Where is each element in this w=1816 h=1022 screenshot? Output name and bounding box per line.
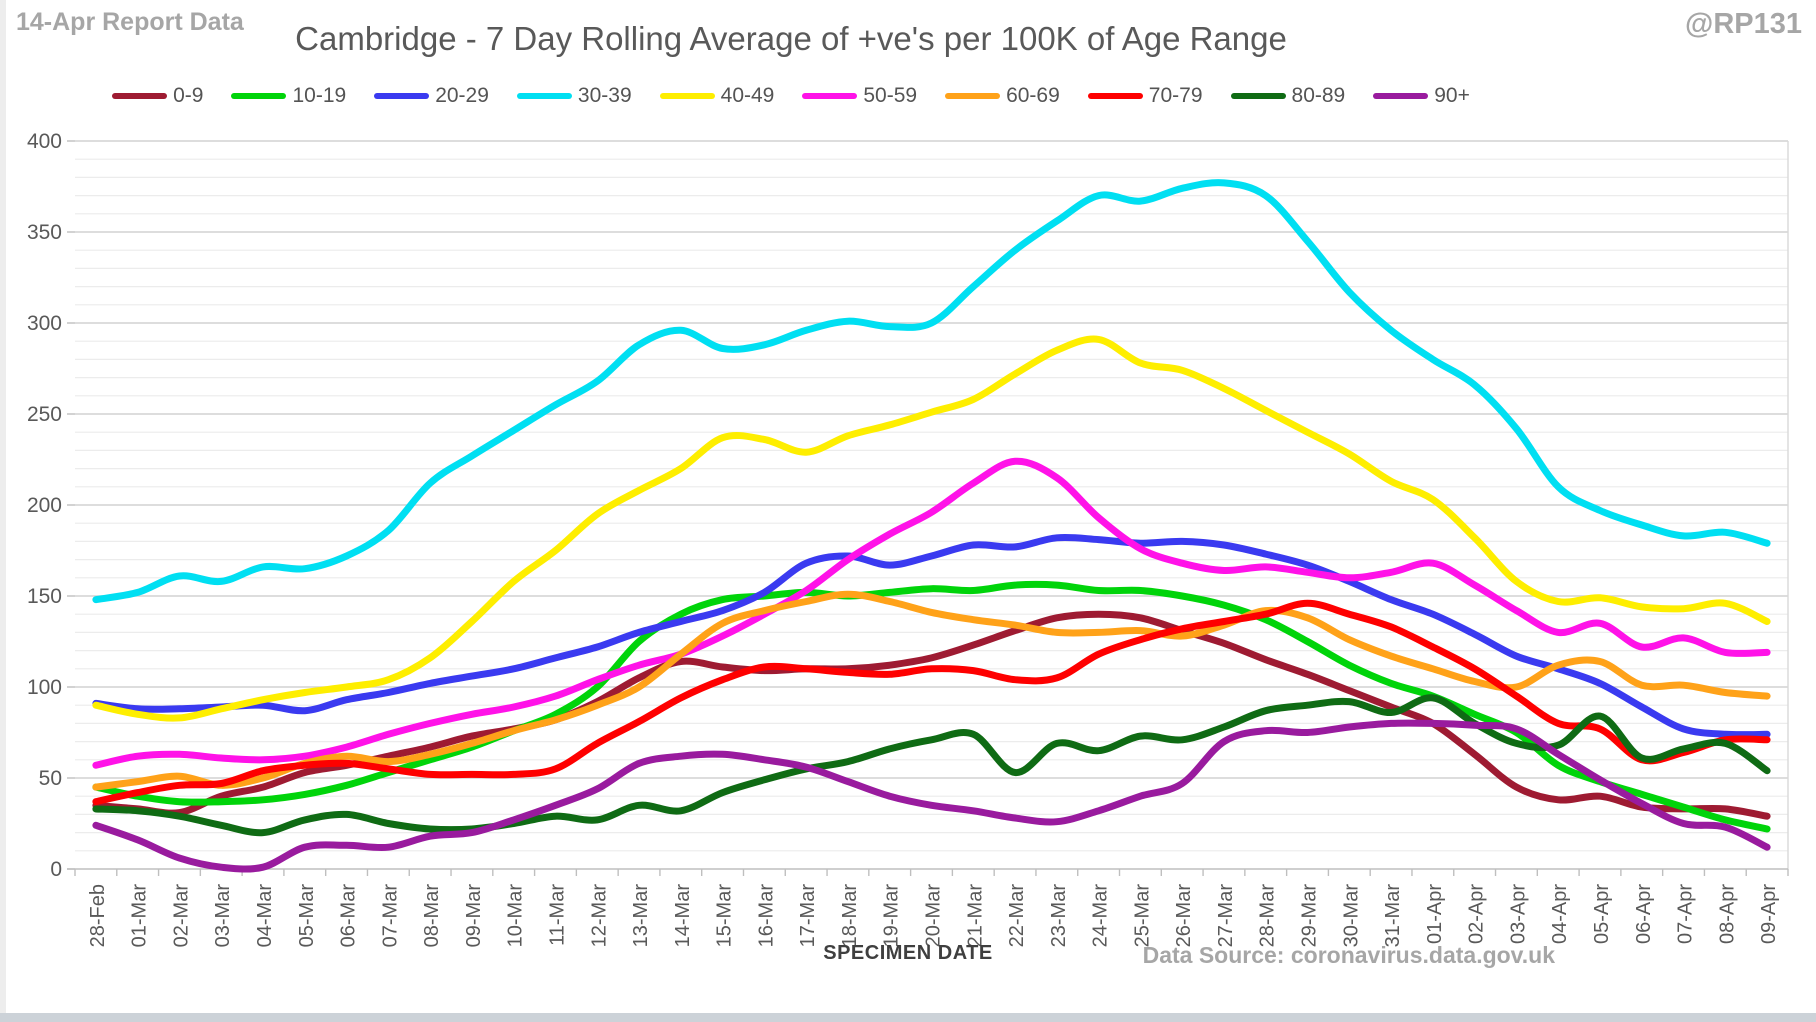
y-tick-label: 150 bbox=[27, 585, 62, 608]
left-edge-bar bbox=[0, 0, 6, 1013]
legend-label-70-79: 70-79 bbox=[1148, 84, 1203, 107]
twitter-handle: @RP131 bbox=[1685, 8, 1802, 40]
legend-item-90+: 90+ bbox=[1373, 84, 1470, 108]
legend-swatch-10-19 bbox=[231, 93, 287, 99]
legend-item-50-59: 50-59 bbox=[802, 84, 917, 108]
bottom-edge-bar bbox=[0, 1013, 1816, 1022]
x-tick-label: 14-Mar bbox=[672, 884, 694, 948]
legend: 0-9 10-19 20-29 30-39 40-49 50-59 60-69 70-79 80… bbox=[0, 84, 1582, 108]
x-tick-label: 01-Mar bbox=[129, 884, 151, 948]
legend-swatch-60-69 bbox=[945, 93, 1001, 99]
series-line-20-29 bbox=[92, 533, 1771, 739]
legend-label-90+: 90+ bbox=[1434, 84, 1470, 107]
x-tick-label: 23-Mar bbox=[1048, 884, 1070, 948]
x-tick-label: 04-Apr bbox=[1549, 884, 1571, 944]
x-tick-label: 08-Mar bbox=[421, 884, 443, 948]
x-tick-label: 09-Mar bbox=[463, 884, 485, 948]
series-line-80-89 bbox=[92, 694, 1771, 837]
y-tick-label: 100 bbox=[27, 676, 62, 699]
x-tick-label: 06-Mar bbox=[338, 884, 360, 948]
x-tick-label: 09-Apr bbox=[1758, 884, 1780, 944]
series-line-50-59 bbox=[92, 457, 1771, 769]
legend-swatch-0-9 bbox=[112, 93, 168, 99]
y-tick-label: 300 bbox=[27, 312, 62, 335]
legend-item-60-69: 60-69 bbox=[945, 84, 1060, 108]
legend-swatch-20-29 bbox=[374, 93, 430, 99]
x-tick-label: 17-Mar bbox=[797, 884, 819, 948]
legend-label-10-19: 10-19 bbox=[292, 84, 347, 107]
legend-item-10-19: 10-19 bbox=[231, 84, 346, 108]
legend-swatch-80-89 bbox=[1230, 93, 1286, 99]
y-tick-label: 350 bbox=[27, 221, 62, 244]
x-tick-label: 28-Feb bbox=[87, 884, 109, 947]
legend-swatch-90+ bbox=[1373, 93, 1429, 99]
report-note: 14-Apr Report Data bbox=[16, 8, 244, 36]
series-line-10-19 bbox=[92, 580, 1771, 833]
legend-label-20-29: 20-29 bbox=[435, 84, 489, 107]
legend-item-0-9: 0-9 bbox=[112, 84, 203, 108]
x-tick-label: 29-Mar bbox=[1299, 884, 1321, 948]
x-tick-label: 22-Mar bbox=[1006, 884, 1028, 948]
legend-item-20-29: 20-29 bbox=[374, 84, 489, 108]
x-tick-label: 13-Mar bbox=[630, 884, 652, 948]
x-tick-label: 24-Mar bbox=[1090, 884, 1112, 948]
x-tick-label: 16-Mar bbox=[755, 884, 777, 948]
legend-label-40-49: 40-49 bbox=[720, 84, 775, 107]
x-tick-label: 28-Mar bbox=[1257, 884, 1279, 948]
x-tick-label: 07-Mar bbox=[379, 884, 401, 948]
legend-label-30-39: 30-39 bbox=[577, 84, 632, 107]
series-line-70-79 bbox=[92, 599, 1771, 806]
x-tick-label: 30-Mar bbox=[1340, 884, 1362, 948]
legend-label-0-9: 0-9 bbox=[173, 84, 204, 107]
x-tick-label: 20-Mar bbox=[923, 884, 945, 948]
x-tick-label: 26-Mar bbox=[1173, 884, 1195, 948]
x-tick-label: 10-Mar bbox=[505, 884, 527, 948]
legend-swatch-40-49 bbox=[659, 93, 715, 99]
legend-swatch-50-59 bbox=[802, 93, 858, 99]
series-line-40-49 bbox=[92, 335, 1771, 722]
legend-item-30-39: 30-39 bbox=[516, 84, 632, 108]
x-tick-label: 07-Apr bbox=[1675, 884, 1697, 944]
x-tick-label: 27-Mar bbox=[1215, 884, 1237, 948]
legend-swatch-30-39 bbox=[516, 93, 572, 99]
data-source-note: Data Source: coronavirus.data.gov.uk bbox=[1142, 942, 1555, 968]
x-tick-label: 25-Mar bbox=[1131, 884, 1153, 948]
x-tick-label: 21-Mar bbox=[964, 884, 986, 948]
series-line-30-39 bbox=[92, 179, 1771, 604]
x-tick-label: 05-Apr bbox=[1591, 884, 1613, 944]
x-tick-label: 02-Apr bbox=[1466, 884, 1488, 944]
x-tick-label: 06-Apr bbox=[1633, 884, 1655, 944]
y-tick-label: 50 bbox=[39, 767, 62, 790]
series-line-90+ bbox=[92, 719, 1771, 873]
legend-item-80-89: 80-89 bbox=[1230, 84, 1346, 108]
x-tick-label: 03-Mar bbox=[212, 884, 234, 948]
y-tick-label: 250 bbox=[27, 403, 62, 426]
x-tick-label: 02-Mar bbox=[170, 884, 192, 948]
legend-swatch-70-79 bbox=[1087, 93, 1143, 99]
series-line-60-69 bbox=[92, 590, 1771, 791]
x-tick-label: 03-Apr bbox=[1507, 884, 1529, 944]
x-tick-label: 12-Mar bbox=[588, 884, 610, 948]
chart-title: Cambridge - 7 Day Rolling Average of +ve… bbox=[295, 20, 1287, 57]
y-tick-label: 400 bbox=[27, 130, 62, 153]
x-tick-label: 11-Mar bbox=[546, 884, 568, 946]
x-tick-label: 15-Mar bbox=[714, 884, 736, 948]
x-tick-label: 01-Apr bbox=[1424, 884, 1446, 944]
legend-label-60-69: 60-69 bbox=[1006, 84, 1060, 107]
y-tick-label: 200 bbox=[27, 494, 62, 517]
x-axis-title: SPECIMEN DATE bbox=[823, 942, 993, 964]
x-tick-label: 04-Mar bbox=[254, 884, 276, 948]
x-tick-label: 05-Mar bbox=[296, 884, 318, 948]
x-tick-label: 31-Mar bbox=[1382, 884, 1404, 948]
y-tick-label: 0 bbox=[50, 858, 62, 881]
x-tick-label: 19-Mar bbox=[881, 884, 903, 948]
legend-item-40-49: 40-49 bbox=[659, 84, 775, 108]
x-tick-label: 18-Mar bbox=[839, 884, 861, 948]
legend-label-50-59: 50-59 bbox=[863, 84, 918, 107]
legend-item-70-79: 70-79 bbox=[1087, 84, 1203, 108]
x-tick-label: 08-Apr bbox=[1716, 884, 1738, 944]
legend-label-80-89: 80-89 bbox=[1291, 84, 1346, 107]
